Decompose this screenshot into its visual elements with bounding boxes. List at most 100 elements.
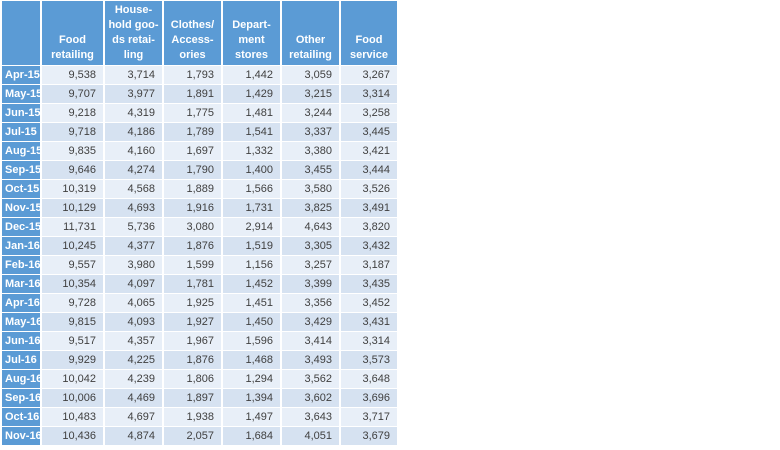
row-label: Jun-15	[2, 104, 40, 122]
column-header-household-goods-retailing: House-hold goo-ds retai-ling	[105, 1, 162, 65]
data-cell: 4,357	[105, 332, 162, 350]
data-cell: 1,468	[223, 351, 280, 369]
data-cell: 3,356	[282, 294, 339, 312]
data-cell: 1,889	[164, 180, 221, 198]
data-cell: 4,697	[105, 408, 162, 426]
data-cell: 1,731	[223, 199, 280, 217]
data-cell: 9,815	[42, 313, 103, 331]
row-label: Jul-15	[2, 123, 40, 141]
column-header-department-stores: Depart-ment stores	[223, 1, 280, 65]
data-cell: 10,129	[42, 199, 103, 217]
data-cell: 2,057	[164, 427, 221, 445]
data-cell: 4,097	[105, 275, 162, 293]
table-row: Jul-16 9,929 4,225 1,876 1,468 3,493 3,573	[2, 351, 397, 369]
data-cell: 4,377	[105, 237, 162, 255]
table-row: Nov-15 10,129 4,693 1,916 1,731 3,825 3,491	[2, 199, 397, 217]
data-cell: 1,497	[223, 408, 280, 426]
data-cell: 3,714	[105, 66, 162, 84]
data-cell: 1,876	[164, 351, 221, 369]
data-cell: 1,481	[223, 104, 280, 122]
table-row: Jun-16 9,517 4,357 1,967 1,596 3,414 3,314	[2, 332, 397, 350]
data-cell: 1,927	[164, 313, 221, 331]
data-cell: 3,187	[341, 256, 397, 274]
data-cell: 3,305	[282, 237, 339, 255]
data-cell: 1,451	[223, 294, 280, 312]
row-label: Apr-15	[2, 66, 40, 84]
data-cell: 3,435	[341, 275, 397, 293]
data-cell: 1,876	[164, 237, 221, 255]
data-cell: 3,455	[282, 161, 339, 179]
data-cell: 1,897	[164, 389, 221, 407]
data-cell: 2,914	[223, 218, 280, 236]
data-cell: 1,697	[164, 142, 221, 160]
data-cell: 1,596	[223, 332, 280, 350]
row-label: Nov-16	[2, 427, 42, 445]
data-cell: 4,186	[105, 123, 162, 141]
data-cell: 4,093	[105, 313, 162, 331]
data-cell: 1,781	[164, 275, 221, 293]
data-cell: 1,967	[164, 332, 221, 350]
data-cell: 3,980	[105, 256, 162, 274]
table-row: Mar-16 10,354 4,097 1,781 1,452 3,399 3,435	[2, 275, 397, 293]
data-cell: 3,059	[282, 66, 339, 84]
data-cell: 1,599	[164, 256, 221, 274]
data-cell: 1,916	[164, 199, 221, 217]
data-cell: 4,568	[105, 180, 162, 198]
data-cell: 1,806	[164, 370, 221, 388]
data-cell: 10,245	[42, 237, 103, 255]
data-cell: 3,602	[282, 389, 339, 407]
data-cell: 1,450	[223, 313, 280, 331]
data-cell: 3,080	[164, 218, 221, 236]
table-row: Aug-16 10,042 4,239 1,806 1,294 3,562 3,648	[2, 370, 397, 388]
data-cell: 1,891	[164, 85, 221, 103]
data-cell: 4,065	[105, 294, 162, 312]
data-cell: 1,541	[223, 123, 280, 141]
data-cell: 3,643	[282, 408, 339, 426]
data-cell: 3,977	[105, 85, 162, 103]
row-label: Mar-16	[2, 275, 40, 293]
data-cell: 3,432	[341, 237, 397, 255]
data-cell: 3,648	[341, 370, 397, 388]
data-cell: 4,160	[105, 142, 162, 160]
data-cell: 3,314	[341, 85, 397, 103]
data-cell: 3,258	[341, 104, 397, 122]
data-cell: 1,519	[223, 237, 280, 255]
table-body: Apr-15 9,538 3,714 1,793 1,442 3,059 3,267 May-…	[2, 66, 397, 445]
table-row: Apr-15 9,538 3,714 1,793 1,442 3,059 3,267	[2, 66, 397, 84]
data-cell: 1,793	[164, 66, 221, 84]
data-cell: 3,452	[341, 294, 397, 312]
row-label: Aug-15	[2, 142, 42, 160]
data-cell: 3,431	[341, 313, 397, 331]
data-cell: 3,445	[341, 123, 397, 141]
row-label: Sep-15	[2, 161, 41, 179]
data-cell: 3,244	[282, 104, 339, 122]
data-cell: 3,493	[282, 351, 339, 369]
data-cell: 11,731	[42, 218, 103, 236]
data-cell: 4,643	[282, 218, 339, 236]
data-cell: 4,319	[105, 104, 162, 122]
data-cell: 1,294	[223, 370, 280, 388]
data-cell: 3,215	[282, 85, 339, 103]
row-label: Dec-15	[2, 218, 41, 236]
data-cell: 3,380	[282, 142, 339, 160]
row-label: May-16	[2, 313, 42, 331]
data-cell: 4,239	[105, 370, 162, 388]
data-cell: 10,436	[42, 427, 103, 445]
data-cell: 1,790	[164, 161, 221, 179]
corner-cell	[2, 1, 40, 65]
row-label: Sep-16	[2, 389, 41, 407]
table-row: Sep-16 10,006 4,469 1,897 1,394 3,602 3,696	[2, 389, 397, 407]
row-label: Oct-15	[2, 180, 40, 198]
data-cell: 3,562	[282, 370, 339, 388]
row-label: May-15	[2, 85, 42, 103]
data-cell: 9,218	[42, 104, 103, 122]
row-label: Feb-16	[2, 256, 40, 274]
row-label: Jun-16	[2, 332, 40, 350]
retail-turnover-table: Food retailing House-hold goo-ds retai-lin…	[2, 1, 397, 445]
data-cell: 5,736	[105, 218, 162, 236]
table-row: Feb-16 9,557 3,980 1,599 1,156 3,257 3,187	[2, 256, 397, 274]
row-label: Nov-15	[2, 199, 42, 217]
table-row: Dec-15 11,731 5,736 3,080 2,914 4,643 3,820	[2, 218, 397, 236]
table-row: May-15 9,707 3,977 1,891 1,429 3,215 3,314	[2, 85, 397, 103]
row-label: Aug-16	[2, 370, 42, 388]
